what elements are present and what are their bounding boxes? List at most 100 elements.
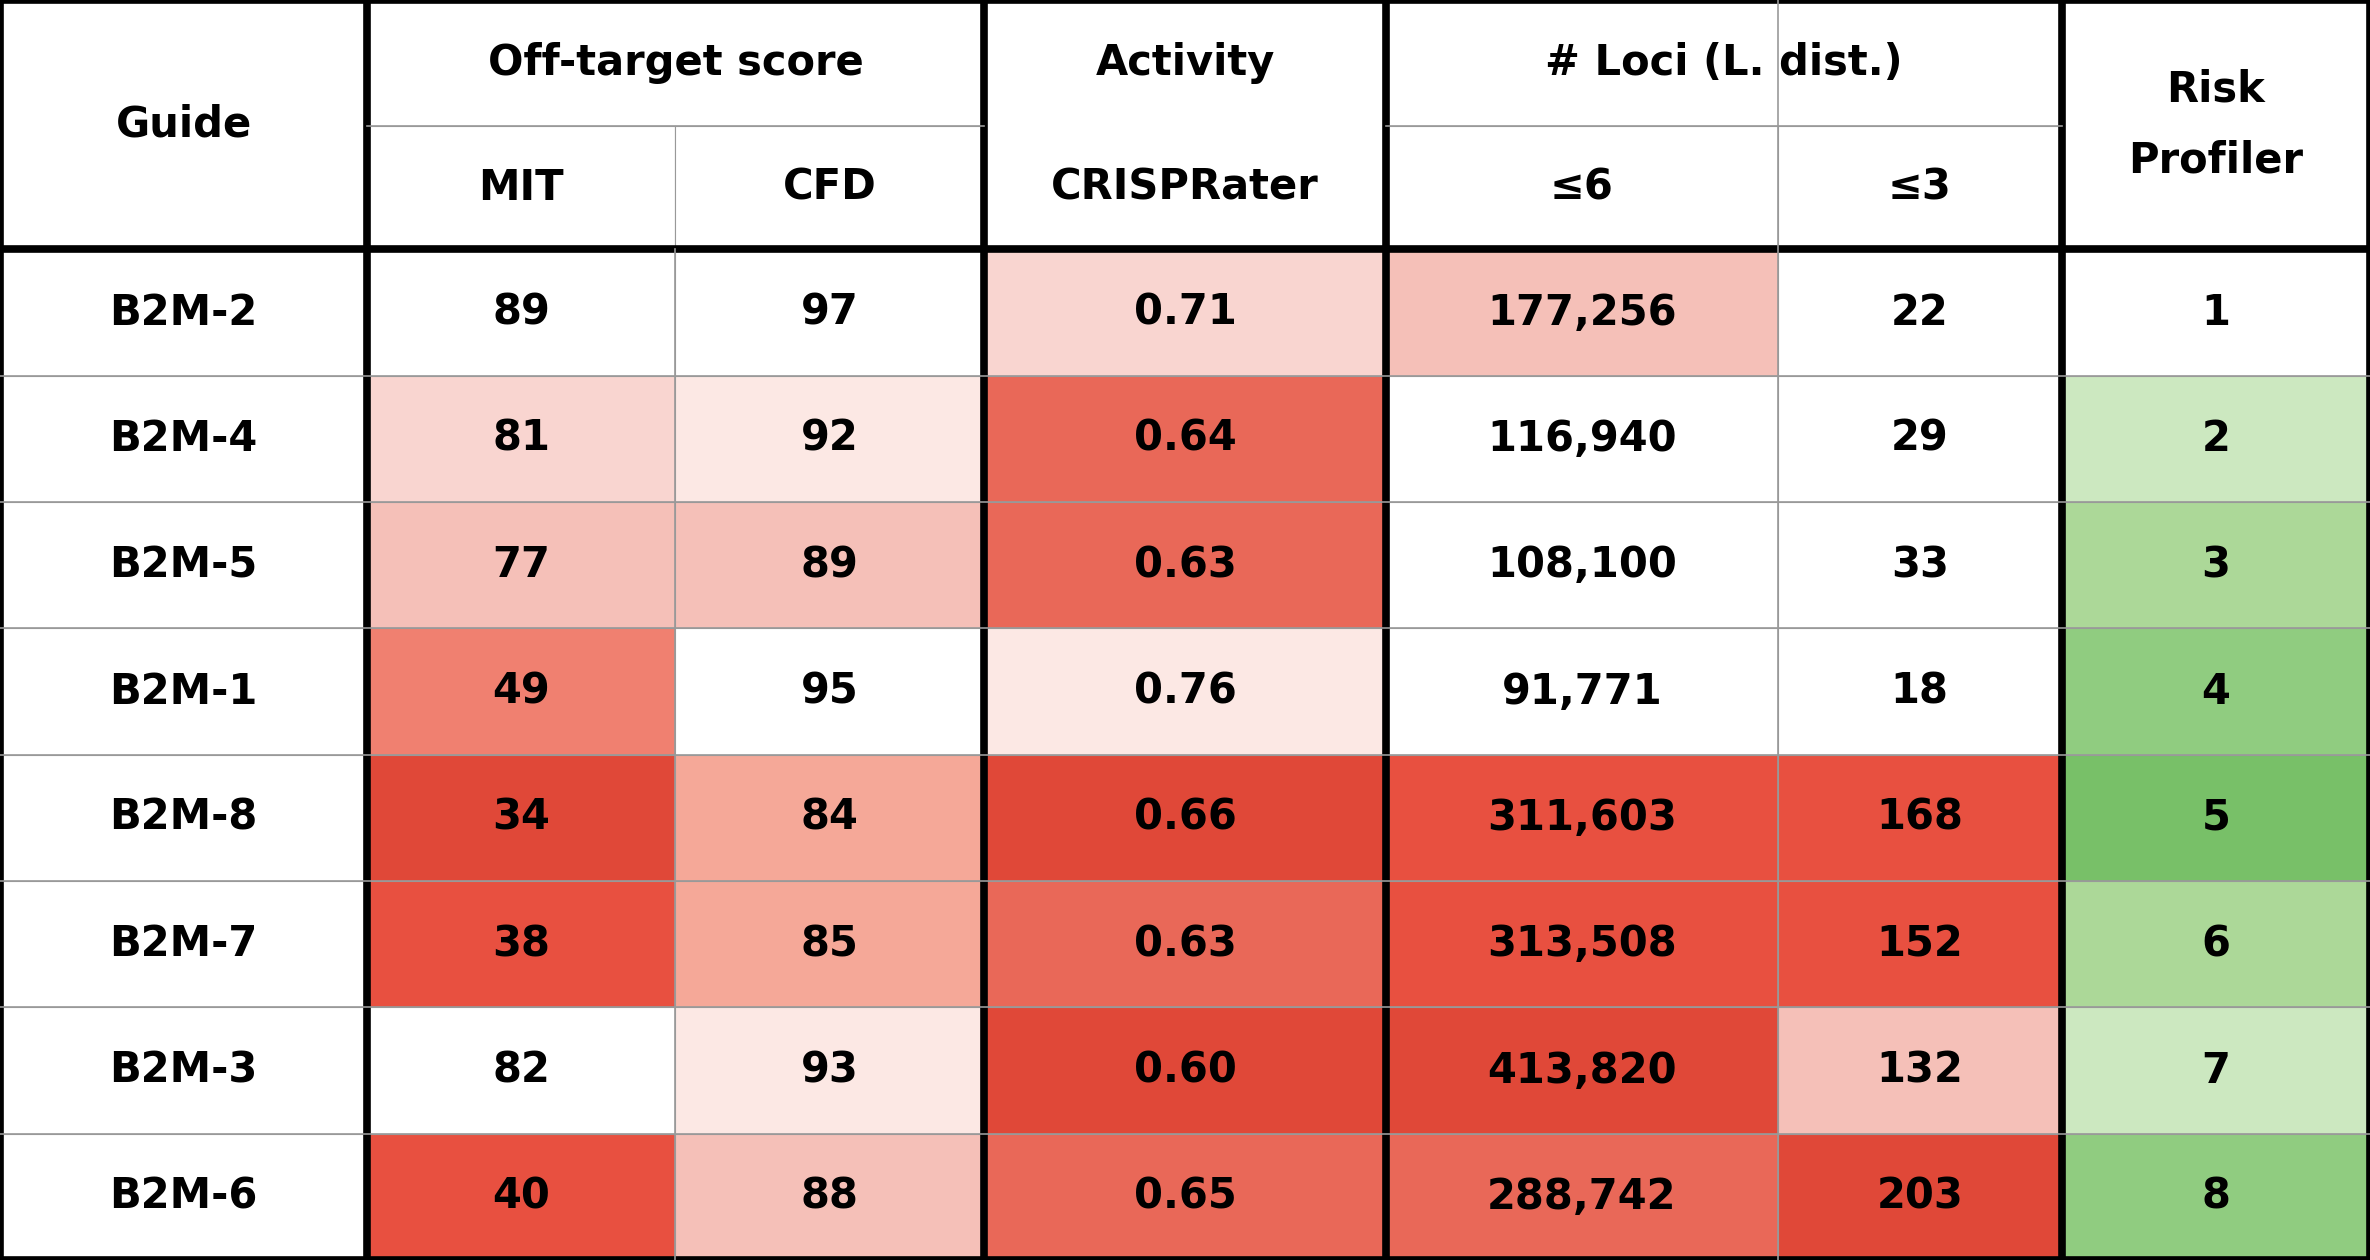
Text: CRISPRater: CRISPRater [1052,166,1318,209]
Text: B2M-2: B2M-2 [109,291,258,334]
Bar [2062,881,2370,1007]
Bar [675,629,984,755]
Text: 1: 1 [2202,291,2230,334]
Bar [0,1007,367,1134]
Text: 311,603: 311,603 [1486,796,1678,839]
Bar [675,1134,984,1260]
Bar [0,1134,367,1260]
Text: B2M-8: B2M-8 [109,796,258,839]
Bar [0,629,367,755]
Bar [2062,629,2370,755]
Bar [1386,0,2062,126]
Text: B2M-4: B2M-4 [109,418,258,460]
Text: 4: 4 [2202,670,2230,713]
Bar [1778,249,2062,375]
Bar [0,755,367,881]
Bar [0,881,367,1007]
Text: 93: 93 [801,1050,858,1091]
Text: B2M-3: B2M-3 [109,1050,258,1091]
Text: 34: 34 [493,796,550,839]
Bar [2062,375,2370,501]
Bar [675,501,984,629]
Text: 132: 132 [1877,1050,1962,1091]
Text: ≤6: ≤6 [1550,166,1614,209]
Text: 49: 49 [493,670,550,713]
Text: 95: 95 [801,670,858,713]
Bar [367,1007,675,1134]
Text: 116,940: 116,940 [1486,418,1678,460]
Bar [1386,375,1778,501]
Bar [367,126,675,249]
Text: 89: 89 [801,544,858,586]
Bar [1386,126,1778,249]
Text: 77: 77 [493,544,550,586]
Bar [984,629,1386,755]
Bar [675,375,984,501]
Bar [1778,375,2062,501]
Text: 85: 85 [801,924,858,965]
Bar [2062,249,2370,375]
Text: 152: 152 [1877,924,1962,965]
Bar [675,126,984,249]
Text: 40: 40 [493,1176,550,1218]
Bar [1386,501,1778,629]
Text: 0.71: 0.71 [1133,291,1237,334]
Bar [675,1007,984,1134]
Bar [1778,755,2062,881]
Bar [675,755,984,881]
Bar [0,375,367,501]
Text: 0.60: 0.60 [1133,1050,1237,1091]
Bar [367,375,675,501]
Bar [1386,755,1778,881]
Bar [1778,126,2062,249]
Text: 18: 18 [1891,670,1948,713]
Text: B2M-5: B2M-5 [109,544,258,586]
Text: 0.65: 0.65 [1133,1176,1237,1218]
Bar [984,881,1386,1007]
Bar [675,249,984,375]
Bar [984,755,1386,881]
Text: 0.64: 0.64 [1133,418,1237,460]
Text: Profiler: Profiler [2128,139,2304,181]
Text: 81: 81 [493,418,550,460]
Text: MIT: MIT [479,166,564,209]
Bar [2062,1007,2370,1134]
Bar [984,1134,1386,1260]
Bar [2062,1134,2370,1260]
Text: 97: 97 [801,291,858,334]
Bar [1778,629,2062,755]
Text: Off-target score: Off-target score [488,42,863,84]
Text: # Loci (L. dist.): # Loci (L. dist.) [1545,42,1903,84]
Bar [367,0,984,126]
Text: B2M-1: B2M-1 [109,670,258,713]
Text: ≤3: ≤3 [1889,166,1951,209]
Text: 0.76: 0.76 [1133,670,1237,713]
Bar [0,501,367,629]
Bar [984,501,1386,629]
Bar [1778,1007,2062,1134]
Bar [0,0,367,249]
Bar [1778,501,2062,629]
Text: 288,742: 288,742 [1488,1176,1676,1218]
Bar [2062,755,2370,881]
Text: 313,508: 313,508 [1486,924,1678,965]
Text: 168: 168 [1877,796,1962,839]
Text: 92: 92 [801,418,858,460]
Bar [675,881,984,1007]
Text: 3: 3 [2202,544,2230,586]
Bar [2062,0,2370,249]
Bar [367,249,675,375]
Bar [1386,881,1778,1007]
Text: 88: 88 [801,1176,858,1218]
Text: B2M-6: B2M-6 [109,1176,258,1218]
Bar [984,0,1386,249]
Bar [984,375,1386,501]
Text: Risk: Risk [2166,68,2266,111]
Text: 33: 33 [1891,544,1948,586]
Bar [367,881,675,1007]
Bar [1778,881,2062,1007]
Bar [367,501,675,629]
Text: 38: 38 [493,924,550,965]
Bar [984,249,1386,375]
Text: 29: 29 [1891,418,1948,460]
